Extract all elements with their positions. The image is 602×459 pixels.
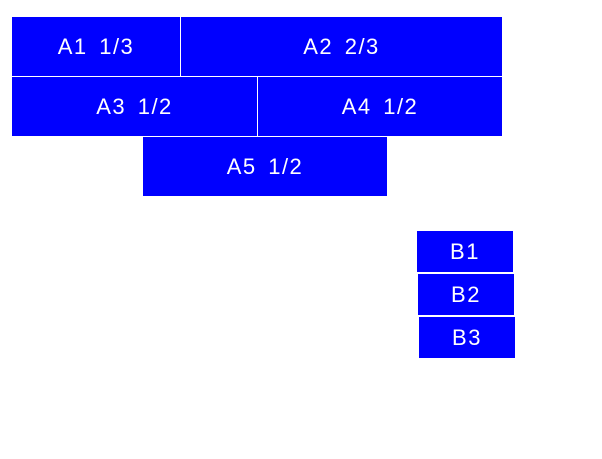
box-a4: A4 1/2 <box>258 77 502 136</box>
box-a1: A1 1/3 <box>12 17 180 76</box>
box-b3: B3 <box>419 317 515 358</box>
box-label: B3 <box>452 324 482 350</box>
box-label: A2 2/3 <box>303 33 380 59</box>
box-label: A4 1/2 <box>341 93 419 119</box>
box-label: A3 1/2 <box>96 93 173 119</box>
box-b2: B2 <box>418 274 514 315</box>
box-label: A5 1/2 <box>226 153 304 179</box>
box-a2: A2 2/3 <box>181 17 502 76</box>
box-label: B1 <box>450 238 480 264</box>
box-a5: A5 1/2 <box>143 137 387 196</box>
box-label: A1 1/3 <box>57 33 135 59</box>
box-label: B2 <box>451 281 481 307</box>
box-b1: B1 <box>417 231 513 272</box>
box-a3: A3 1/2 <box>12 77 257 136</box>
